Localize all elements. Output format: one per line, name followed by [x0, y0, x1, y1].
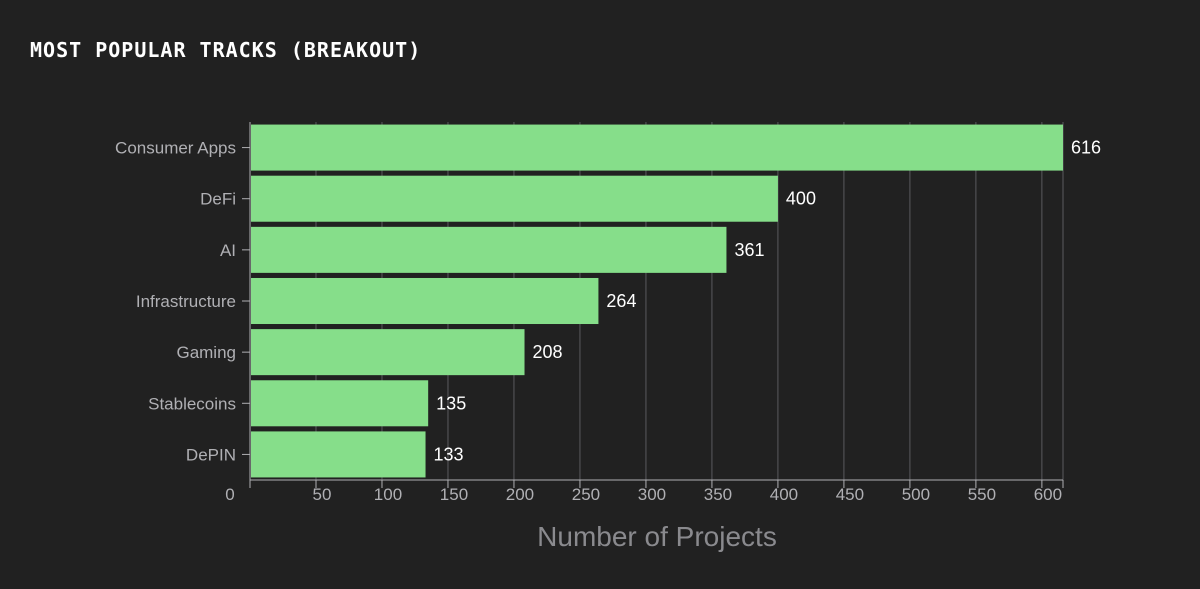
bar-ai [251, 226, 727, 273]
x-tick-label: 550 [968, 485, 996, 504]
category-label: Consumer Apps [115, 139, 236, 158]
chart-title: MOST POPULAR TRACKS (BREAKOUT) [30, 38, 422, 62]
axes [242, 122, 1064, 488]
value-label: 133 [434, 444, 464, 464]
value-label: 400 [786, 189, 816, 209]
x-tick-label: 300 [638, 485, 666, 504]
value-label: 361 [734, 240, 764, 260]
x-tick-label: 250 [572, 485, 600, 504]
x-tick-label: 150 [440, 485, 468, 504]
labels: 0 50 100 150 200 250 300 350 400 450 500 550 600 Cons… [115, 138, 1101, 504]
bar-infrastructure [251, 277, 599, 325]
x-tick-label: 400 [770, 485, 798, 504]
bar-consumer-apps [251, 124, 1063, 171]
bar-defi [251, 175, 778, 222]
value-label: 208 [533, 342, 563, 362]
bar-stablecoins [251, 380, 429, 427]
value-label: 616 [1071, 138, 1101, 158]
category-label: Gaming [176, 343, 236, 362]
x-tick-label: 500 [902, 485, 930, 504]
x-tick-label: 350 [704, 485, 732, 504]
x-tick-label: 600 [1034, 485, 1062, 504]
bars [251, 124, 1063, 478]
x-tick-label: 450 [836, 485, 864, 504]
category-label: Stablecoins [148, 394, 236, 413]
x-tick-label: 50 [313, 485, 332, 504]
x-tick-label: 0 [225, 485, 234, 504]
bar-depin [251, 431, 426, 478]
x-tick-label: 100 [374, 485, 402, 504]
value-label: 264 [606, 291, 636, 311]
category-label: DeFi [200, 190, 236, 209]
value-label: 135 [436, 393, 466, 413]
bar-gaming [251, 329, 525, 376]
x-tick-label: 200 [506, 485, 534, 504]
category-label: DePIN [186, 445, 236, 464]
category-label: Infrastructure [136, 292, 236, 311]
x-axis-title: Number of Projects [537, 521, 777, 552]
category-label: AI [220, 241, 236, 260]
